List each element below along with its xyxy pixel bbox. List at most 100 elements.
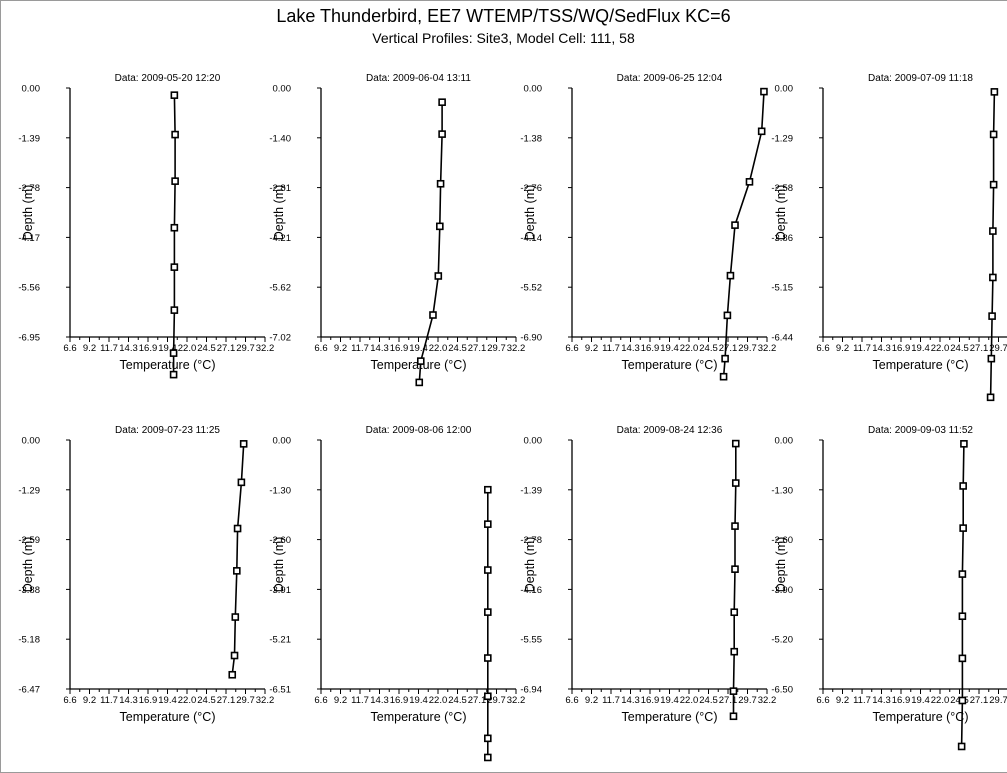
x-axis-label: Temperature (°C) [622, 710, 718, 724]
x-tick-label: 16.9 [641, 695, 660, 706]
chart-title: Data: 2009-06-04 13:11 [366, 73, 471, 84]
x-tick-label: 6.6 [63, 343, 76, 354]
y-tick-label: -6.90 [520, 333, 542, 344]
x-tick-label: 32.2 [758, 343, 777, 354]
y-tick-label: -5.55 [520, 635, 542, 646]
x-tick-label: 29.7 [738, 343, 757, 354]
y-tick-label: -2.78 [520, 535, 542, 546]
profile-line [722, 91, 765, 377]
y-tick-label: -2.60 [269, 535, 291, 546]
x-tick-label: 22.0 [931, 695, 950, 706]
data-point [230, 651, 239, 660]
x-tick-label: 22.0 [931, 343, 950, 354]
chart-title: Data: 2009-06-25 12:04 [617, 73, 723, 84]
y-axis-label: Depth (m) [523, 537, 537, 593]
data-point [987, 354, 996, 363]
x-tick-label: 24.5 [448, 695, 467, 706]
x-tick-label: 29.7 [738, 695, 757, 706]
x-tick-label: 11.7 [853, 695, 871, 706]
x-tick-label: 14.3 [370, 343, 389, 354]
y-tick-label: 0.00 [273, 84, 292, 95]
data-point [438, 130, 446, 138]
data-point [239, 440, 248, 448]
y-tick-label: -5.62 [269, 283, 291, 294]
data-point [757, 127, 766, 136]
y-tick-label: -6.50 [771, 685, 793, 696]
x-tick-label: 29.7 [989, 695, 1007, 706]
profile-line [732, 443, 737, 717]
data-point [731, 522, 739, 530]
data-point [170, 223, 179, 232]
y-tick-label: 0.00 [524, 436, 543, 447]
x-tick-label: 32.2 [758, 695, 777, 706]
data-point [726, 271, 735, 280]
profile-line [989, 91, 996, 398]
data-point [170, 263, 179, 271]
x-tick-label: 19.4 [660, 343, 679, 354]
x-tick-label: 22.0 [429, 695, 448, 706]
x-tick-label: 27.1 [719, 343, 738, 354]
data-point [484, 608, 492, 616]
data-point [957, 742, 966, 751]
x-tick-label: 6.6 [314, 343, 327, 354]
x-tick-label: 11.7 [602, 695, 620, 706]
data-point [729, 712, 738, 721]
figure-subtitle: Vertical Profiles: Site3, Model Cell: 11… [372, 30, 635, 46]
data-point [731, 439, 740, 448]
x-tick-label: 22.0 [178, 343, 197, 354]
y-tick-label: -5.18 [18, 635, 40, 646]
y-tick-label: -3.88 [18, 585, 40, 596]
x-tick-label: 9.2 [836, 343, 849, 354]
data-point [436, 222, 444, 231]
x-tick-label: 14.3 [872, 695, 891, 706]
data-point [989, 227, 997, 235]
x-tick-label: 9.2 [585, 695, 598, 706]
x-tick-label: 27.1 [719, 695, 738, 706]
x-tick-label: 6.6 [816, 343, 829, 354]
x-axis-label: Temperature (°C) [873, 358, 969, 372]
x-tick-label: 16.9 [139, 343, 158, 354]
x-tick-label: 19.4 [409, 695, 428, 706]
y-axis-label: Depth (m) [523, 185, 537, 241]
data-point [169, 349, 178, 357]
data-point [958, 612, 967, 621]
y-axis-label: Depth (m) [774, 537, 788, 593]
y-tick-label: -5.15 [771, 283, 793, 294]
data-point [959, 482, 967, 490]
data-point [233, 567, 241, 575]
x-tick-label: 6.6 [63, 695, 76, 706]
x-tick-label: 16.9 [390, 695, 409, 706]
data-point [484, 734, 492, 743]
x-tick-label: 16.9 [390, 343, 409, 354]
x-tick-label: 9.2 [334, 695, 347, 706]
chart-title: Data: 2009-07-23 11:25 [115, 425, 220, 436]
y-tick-label: -1.39 [18, 133, 40, 144]
data-point [170, 91, 179, 99]
x-tick-label: 11.7 [351, 695, 369, 706]
y-tick-label: -6.44 [771, 333, 793, 344]
y-tick-label: -6.51 [269, 685, 291, 696]
data-point [484, 566, 492, 574]
chart-title: Data: 2009-05-20 12:20 [115, 73, 221, 84]
data-point [958, 570, 967, 578]
x-tick-label: 16.9 [139, 695, 158, 706]
x-tick-label: 24.5 [197, 343, 216, 354]
data-point [989, 273, 997, 282]
chart-title: Data: 2009-08-24 12:36 [617, 425, 723, 436]
x-tick-label: 24.5 [950, 343, 969, 354]
profile-line [172, 95, 176, 375]
x-tick-label: 19.4 [660, 695, 679, 706]
x-axis-label: Temperature (°C) [120, 358, 216, 372]
data-point [171, 177, 179, 185]
x-tick-label: 11.7 [100, 343, 118, 354]
data-point [989, 180, 998, 189]
x-tick-label: 22.0 [429, 343, 448, 354]
y-tick-label: -1.40 [269, 133, 291, 144]
y-tick-label: 0.00 [775, 436, 794, 447]
data-point [730, 647, 739, 656]
data-point [731, 479, 740, 487]
y-tick-label: -1.30 [771, 485, 793, 496]
y-tick-label: -4.16 [520, 585, 542, 596]
x-tick-label: 32.2 [256, 695, 275, 706]
